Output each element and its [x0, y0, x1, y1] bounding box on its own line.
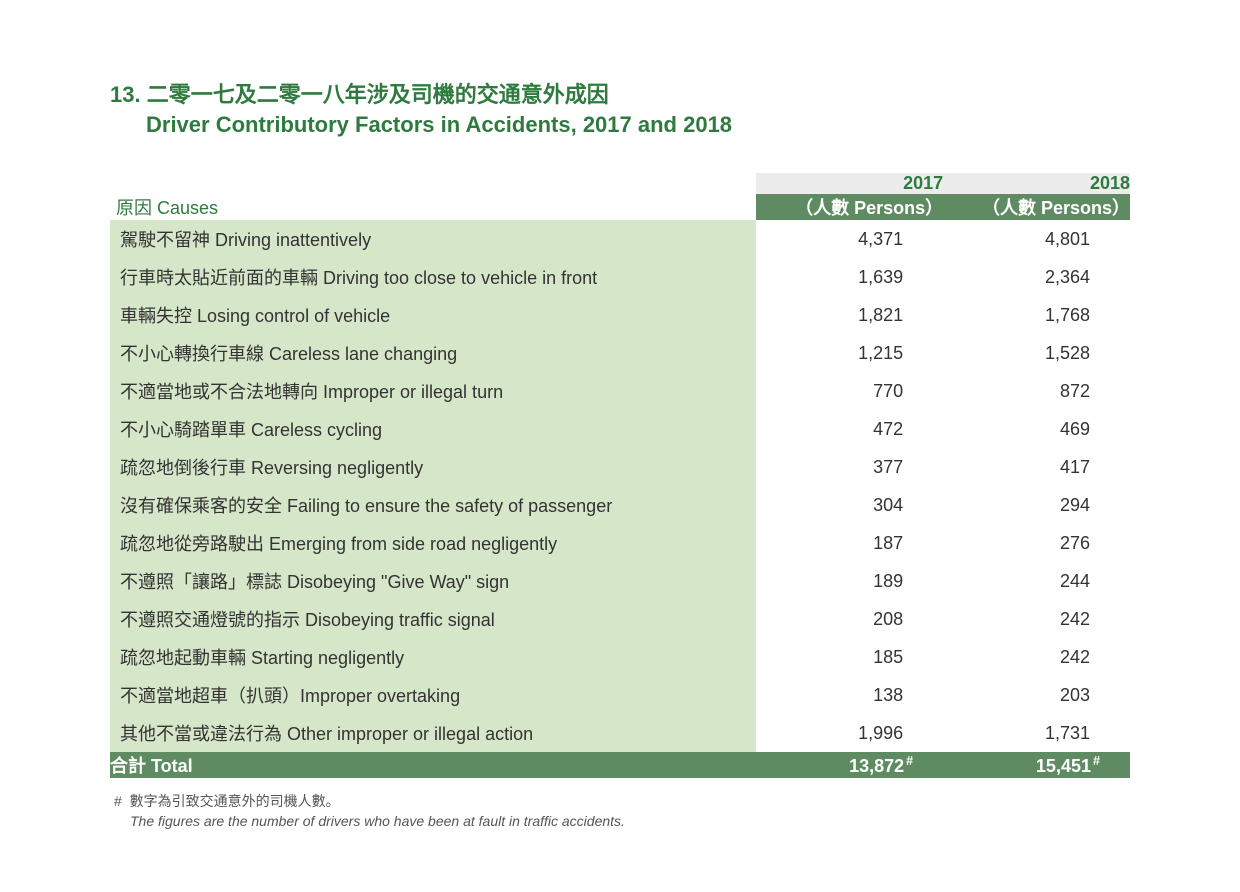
- table-row: 車輛失控 Losing control of vehicle1,8211,768: [110, 296, 1130, 334]
- value-2018: 1,528: [943, 334, 1130, 372]
- cause-cell: 不遵照「讓路」標誌 Disobeying "Give Way" sign: [110, 562, 756, 600]
- value-2018: 469: [943, 410, 1130, 448]
- value-2018: 242: [943, 638, 1130, 676]
- value-2018: 1,731: [943, 714, 1130, 752]
- table-row: 沒有確保乘客的安全 Failing to ensure the safety o…: [110, 486, 1130, 524]
- value-2017: 304: [756, 486, 943, 524]
- cause-cell: 不適當地超車（扒頭）Improper overtaking: [110, 676, 756, 714]
- value-2018: 1,768: [943, 296, 1130, 334]
- table-row: 其他不當或違法行為 Other improper or illegal acti…: [110, 714, 1130, 752]
- page: 13. 二零一七及二零一八年涉及司機的交通意外成因 Driver Contrib…: [0, 0, 1240, 892]
- table-row: 疏忽地起動車輛 Starting negligently185242: [110, 638, 1130, 676]
- cause-cell: 疏忽地起動車輛 Starting negligently: [110, 638, 756, 676]
- value-2018: 294: [943, 486, 1130, 524]
- total-v2017: 13,872#: [756, 752, 943, 778]
- title-zh-text: 二零一七及二零一八年涉及司機的交通意外成因: [147, 82, 609, 107]
- total-value: 13,872: [849, 756, 904, 776]
- value-2018: 872: [943, 372, 1130, 410]
- value-2017: 1,821: [756, 296, 943, 334]
- cause-cell: 駕駛不留神 Driving inattentively: [110, 220, 756, 258]
- value-2018: 4,801: [943, 220, 1130, 258]
- value-2017: 185: [756, 638, 943, 676]
- title-en: Driver Contributory Factors in Accidents…: [110, 110, 1130, 140]
- title-number: 13.: [110, 82, 141, 107]
- cause-cell: 其他不當或違法行為 Other improper or illegal acti…: [110, 714, 756, 752]
- header-row-units: 原因 Causes （人數 Persons） （人數 Persons）: [110, 194, 1130, 220]
- value-2017: 1,215: [756, 334, 943, 372]
- table-row: 不小心騎踏單車 Careless cycling472469: [110, 410, 1130, 448]
- table-row: 不適當地超車（扒頭）Improper overtaking138203: [110, 676, 1130, 714]
- value-2017: 138: [756, 676, 943, 714]
- table-row: 行車時太貼近前面的車輛 Driving too close to vehicle…: [110, 258, 1130, 296]
- value-2018: 244: [943, 562, 1130, 600]
- header-causes-label: 原因 Causes: [110, 194, 756, 220]
- value-2018: 276: [943, 524, 1130, 562]
- cause-cell: 沒有確保乘客的安全 Failing to ensure the safety o…: [110, 486, 756, 524]
- table-row: 不適當地或不合法地轉向 Improper or illegal turn7708…: [110, 372, 1130, 410]
- table-row: 不遵照交通燈號的指示 Disobeying traffic signal2082…: [110, 600, 1130, 638]
- total-marker: #: [906, 754, 913, 768]
- header-spacer: [110, 173, 756, 194]
- cause-cell: 行車時太貼近前面的車輛 Driving too close to vehicle…: [110, 258, 756, 296]
- value-2018: 242: [943, 600, 1130, 638]
- title-block: 13. 二零一七及二零一八年涉及司機的交通意外成因 Driver Contrib…: [110, 80, 1130, 139]
- value-2017: 472: [756, 410, 943, 448]
- value-2018: 2,364: [943, 258, 1130, 296]
- total-row: 合計 Total13,872#15,451#: [110, 752, 1130, 778]
- value-2017: 187: [756, 524, 943, 562]
- footnote-marker: #: [114, 793, 122, 809]
- value-2017: 4,371: [756, 220, 943, 258]
- table-row: 駕駛不留神 Driving inattentively4,3714,801: [110, 220, 1130, 258]
- footnote-zh: 數字為引致交通意外的司機人數。: [130, 793, 340, 809]
- value-2017: 1,639: [756, 258, 943, 296]
- cause-cell: 不適當地或不合法地轉向 Improper or illegal turn: [110, 372, 756, 410]
- total-v2018: 15,451#: [943, 752, 1130, 778]
- value-2017: 1,996: [756, 714, 943, 752]
- cause-cell: 不小心騎踏單車 Careless cycling: [110, 410, 756, 448]
- cause-cell: 車輛失控 Losing control of vehicle: [110, 296, 756, 334]
- header-unit-2017: （人數 Persons）: [756, 194, 943, 220]
- table-row: 不小心轉換行車線 Careless lane changing1,2151,52…: [110, 334, 1130, 372]
- total-value: 15,451: [1036, 756, 1091, 776]
- value-2017: 377: [756, 448, 943, 486]
- value-2017: 189: [756, 562, 943, 600]
- table-row: 疏忽地倒後行車 Reversing negligently377417: [110, 448, 1130, 486]
- value-2017: 208: [756, 600, 943, 638]
- value-2018: 417: [943, 448, 1130, 486]
- cause-cell: 疏忽地從旁路駛出 Emerging from side road neglige…: [110, 524, 756, 562]
- header-year-2017: 2017: [756, 173, 943, 194]
- value-2017: 770: [756, 372, 943, 410]
- title-zh: 13. 二零一七及二零一八年涉及司機的交通意外成因: [110, 80, 1130, 110]
- header-row-years: 2017 2018: [110, 173, 1130, 194]
- footnote-en: The figures are the number of drivers wh…: [114, 812, 1130, 832]
- factors-table: 2017 2018 原因 Causes （人數 Persons） （人數 Per…: [110, 173, 1130, 778]
- cause-cell: 疏忽地倒後行車 Reversing negligently: [110, 448, 756, 486]
- footnote: # 數字為引致交通意外的司機人數。 The figures are the nu…: [110, 792, 1130, 831]
- value-2018: 203: [943, 676, 1130, 714]
- cause-cell: 不小心轉換行車線 Careless lane changing: [110, 334, 756, 372]
- header-year-2018: 2018: [943, 173, 1130, 194]
- cause-cell: 不遵照交通燈號的指示 Disobeying traffic signal: [110, 600, 756, 638]
- total-label: 合計 Total: [110, 752, 756, 778]
- table-row: 不遵照「讓路」標誌 Disobeying "Give Way" sign1892…: [110, 562, 1130, 600]
- header-unit-2018: （人數 Persons）: [943, 194, 1130, 220]
- table-row: 疏忽地從旁路駛出 Emerging from side road neglige…: [110, 524, 1130, 562]
- total-marker: #: [1093, 754, 1100, 768]
